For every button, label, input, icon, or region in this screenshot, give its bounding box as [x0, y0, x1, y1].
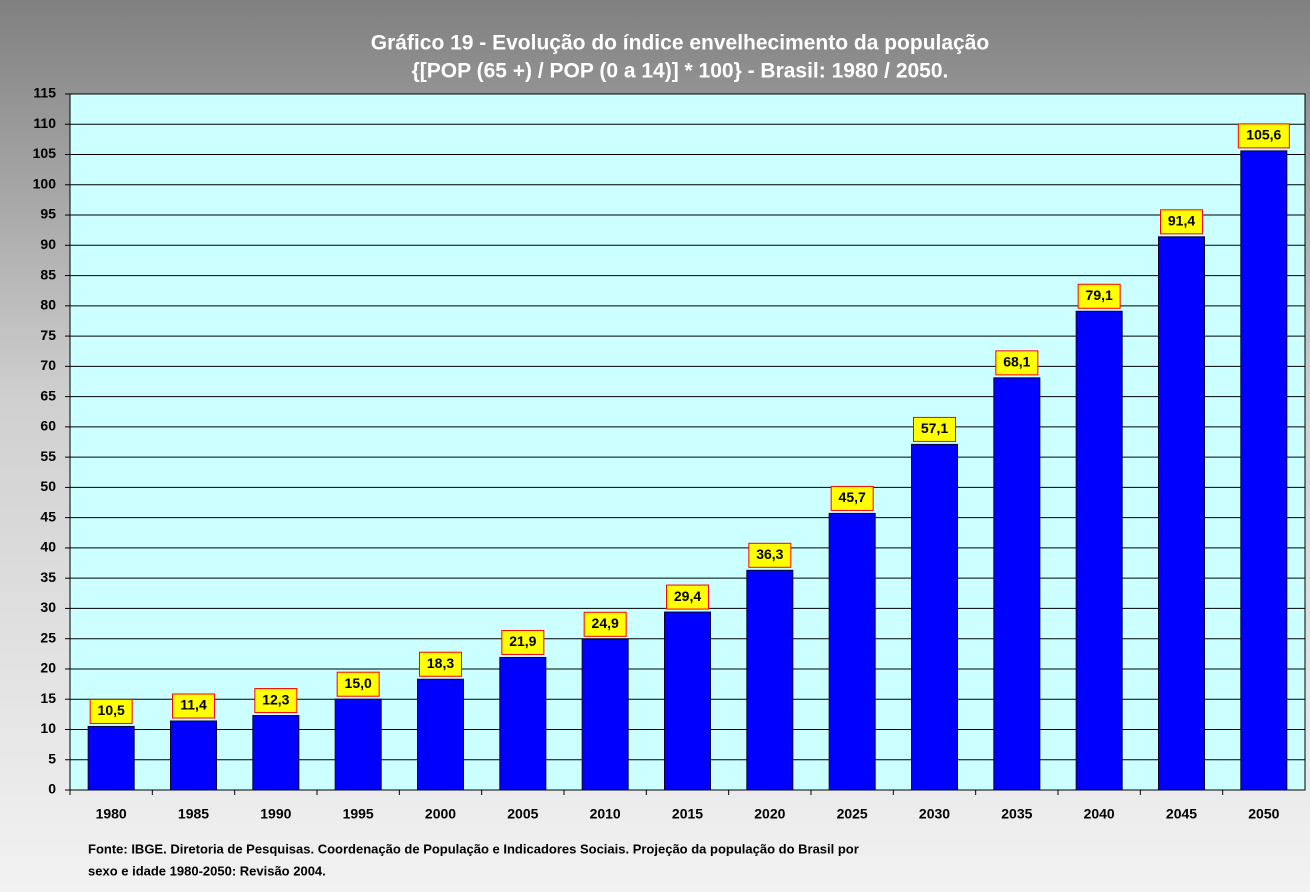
y-tick-label: 20 [40, 660, 56, 676]
x-tick-label: 2000 [425, 806, 456, 822]
label-box [830, 485, 874, 511]
source-note: sexo e idade 1980-2050: Revisão 2004. [88, 863, 326, 878]
data-label: 68,1 [1003, 354, 1030, 370]
y-tick-label: 90 [40, 236, 56, 252]
y-tick-label: 0 [48, 781, 56, 797]
label-box [1077, 283, 1121, 309]
x-tick-label: 2030 [919, 806, 950, 822]
y-tick-label: 95 [40, 206, 56, 222]
y-tick-label: 100 [33, 175, 57, 191]
data-label: 91,4 [1168, 213, 1195, 229]
data-label: 15,0 [345, 675, 372, 691]
y-tick-label: 10 [40, 720, 56, 736]
y-tick-label: 60 [40, 418, 56, 434]
x-tick-label: 2025 [837, 806, 868, 822]
data-label: 24,9 [592, 615, 619, 631]
y-tick-label: 105 [33, 145, 57, 161]
bar [1075, 310, 1123, 791]
chart-title: Gráfico 19 - Evolução do índice envelhec… [371, 32, 990, 55]
data-label: 10,5 [98, 702, 125, 718]
y-tick-label: 25 [40, 629, 56, 645]
label-box [748, 542, 792, 568]
label-box [89, 698, 133, 724]
bar [1158, 236, 1205, 791]
bar [417, 678, 464, 791]
y-tick-label: 45 [40, 508, 56, 524]
label-box [254, 688, 298, 714]
chart-subtitle: {[POP (65 +) / POP (0 a 14)] * 100} - Br… [412, 60, 949, 83]
y-tick-label: 5 [48, 750, 56, 766]
y-tick-label: 115 [33, 85, 56, 101]
x-tick-label: 2035 [1001, 806, 1032, 822]
x-tick-label: 1980 [96, 806, 127, 822]
data-label: 105,6 [1246, 127, 1281, 143]
x-tick-label: 1990 [260, 806, 291, 822]
data-label: 36,3 [756, 546, 783, 562]
label-box [336, 671, 380, 697]
y-tick-label: 65 [40, 387, 56, 403]
data-label: 12,3 [262, 691, 289, 707]
y-tick-label: 15 [40, 690, 56, 706]
bar [828, 512, 876, 791]
x-tick-label: 2010 [590, 806, 621, 822]
data-label: 57,1 [921, 420, 948, 436]
bar [746, 569, 794, 791]
x-tick-label: 2020 [754, 806, 785, 822]
y-tick-label: 30 [40, 599, 56, 615]
y-tick-label: 40 [40, 539, 56, 555]
data-label: 29,4 [674, 588, 701, 604]
y-tick-label: 55 [40, 448, 56, 464]
bar [87, 725, 135, 791]
label-box [913, 416, 956, 442]
label-box [1160, 209, 1203, 235]
bar [170, 720, 217, 791]
x-tick-label: 2005 [507, 806, 538, 822]
bar [993, 377, 1041, 791]
y-tick-label: 85 [40, 266, 56, 282]
bar [664, 611, 711, 791]
bar [911, 443, 958, 791]
x-tick-label: 2045 [1166, 806, 1197, 822]
x-tick-label: 2040 [1084, 806, 1115, 822]
label-box [419, 651, 462, 677]
data-label: 18,3 [427, 655, 454, 671]
bar [334, 698, 382, 791]
y-tick-label: 80 [40, 297, 56, 313]
bar [499, 656, 547, 791]
x-tick-label: 1985 [178, 806, 209, 822]
source-note: Fonte: IBGE. Diretoria de Pesquisas. Coo… [88, 841, 859, 856]
label-box [172, 693, 215, 719]
bar [1240, 150, 1288, 791]
data-label: 11,4 [180, 697, 207, 713]
data-label: 21,9 [509, 633, 536, 649]
y-tick-label: 50 [40, 478, 56, 494]
bar [252, 715, 300, 791]
label-box [666, 584, 709, 610]
x-tick-label: 1995 [343, 806, 374, 822]
bar [581, 638, 629, 791]
label-box [501, 629, 545, 655]
y-tick-label: 110 [33, 115, 56, 131]
y-tick-label: 70 [40, 357, 56, 373]
y-tick-label: 75 [40, 327, 56, 343]
y-tick-label: 35 [40, 569, 56, 585]
data-label: 45,7 [839, 489, 866, 505]
x-tick-label: 2050 [1248, 806, 1279, 822]
data-label: 79,1 [1086, 287, 1113, 303]
x-tick-label: 2015 [672, 806, 703, 822]
label-box [995, 350, 1039, 376]
label-box [583, 611, 627, 637]
label-box [1237, 123, 1290, 149]
